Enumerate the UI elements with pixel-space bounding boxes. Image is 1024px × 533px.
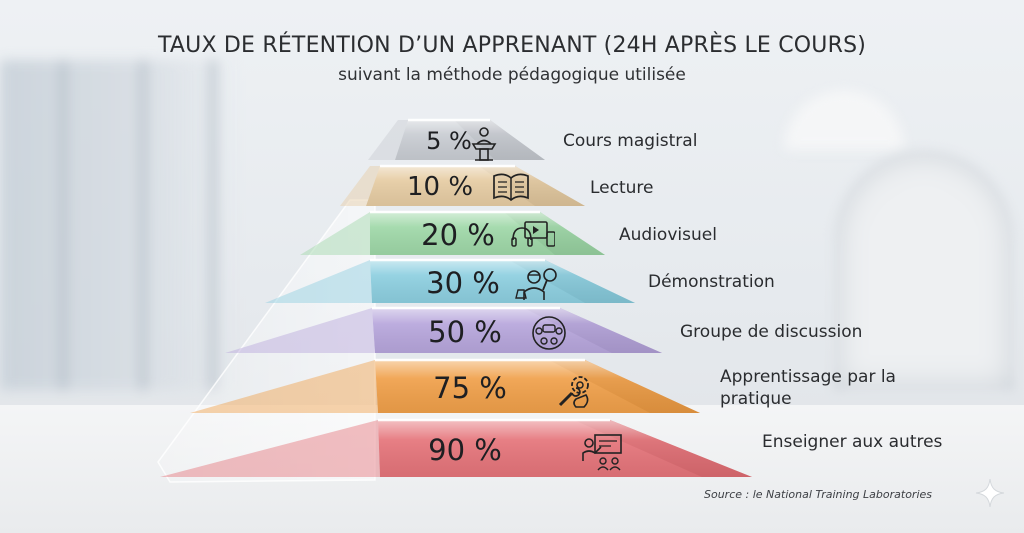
tier-side-face: [340, 166, 380, 206]
tier-label: Groupe de discussion: [680, 322, 863, 342]
tier-percentage: 5 %: [426, 127, 472, 155]
tier-side-face: [368, 120, 408, 160]
tier-label: Lecture: [590, 178, 654, 198]
page-title: TAUX DE RÉTENTION D’UN APPRENANT (24H AP…: [157, 33, 867, 58]
tier-percentage: 10 %: [406, 172, 474, 202]
tier-side-face: [160, 420, 380, 477]
tier-label: Audiovisuel: [619, 225, 717, 245]
tier-label: Apprentissage par la pratique: [720, 367, 896, 409]
teacher-board-icon: [582, 433, 622, 470]
pyramid-tier: [225, 306, 662, 353]
tier-percentage: 75 %: [433, 370, 507, 405]
pyramid-tier: [340, 164, 585, 206]
sparkle-icon: [975, 478, 1005, 508]
background-window: [0, 60, 240, 390]
tier-side-face: [300, 212, 370, 255]
tier-shine: [372, 308, 662, 353]
tier-shine: [366, 166, 585, 206]
tier-percentage: 20 %: [421, 217, 495, 252]
tier-percentage: 50 %: [428, 314, 502, 349]
pyramid-tier: [265, 258, 635, 303]
lectern-speaker-icon: [471, 127, 497, 161]
tier-side-face: [265, 260, 372, 303]
tier-percentage: 30 %: [426, 265, 500, 300]
audiovisual-devices-icon: [511, 220, 555, 247]
hand-wrench-gear-icon: [558, 375, 589, 408]
tier-shine: [375, 360, 700, 413]
tier-shine: [395, 120, 545, 160]
tier-percentage: 90 %: [428, 432, 502, 467]
tier-label: Démonstration: [648, 272, 775, 292]
tier-shine: [370, 260, 635, 303]
pyramid-tier: [190, 358, 700, 413]
open-book-icon: [493, 173, 529, 202]
page-subtitle: suivant la méthode pédagogique utilisée: [338, 65, 686, 85]
tier-shine: [378, 420, 752, 477]
background-arch: [834, 150, 1014, 390]
scientist-demonstration-icon: [515, 267, 557, 300]
tier-label: Enseigner aux autres: [762, 432, 943, 452]
tier-side-face: [190, 360, 378, 413]
tier-label: Cours magistral: [563, 131, 698, 151]
discussion-group-icon: [532, 315, 566, 350]
tier-side-face: [225, 308, 375, 353]
pyramid-tier: [368, 118, 545, 160]
source-note: Source : le National Training Laboratori…: [704, 488, 933, 501]
